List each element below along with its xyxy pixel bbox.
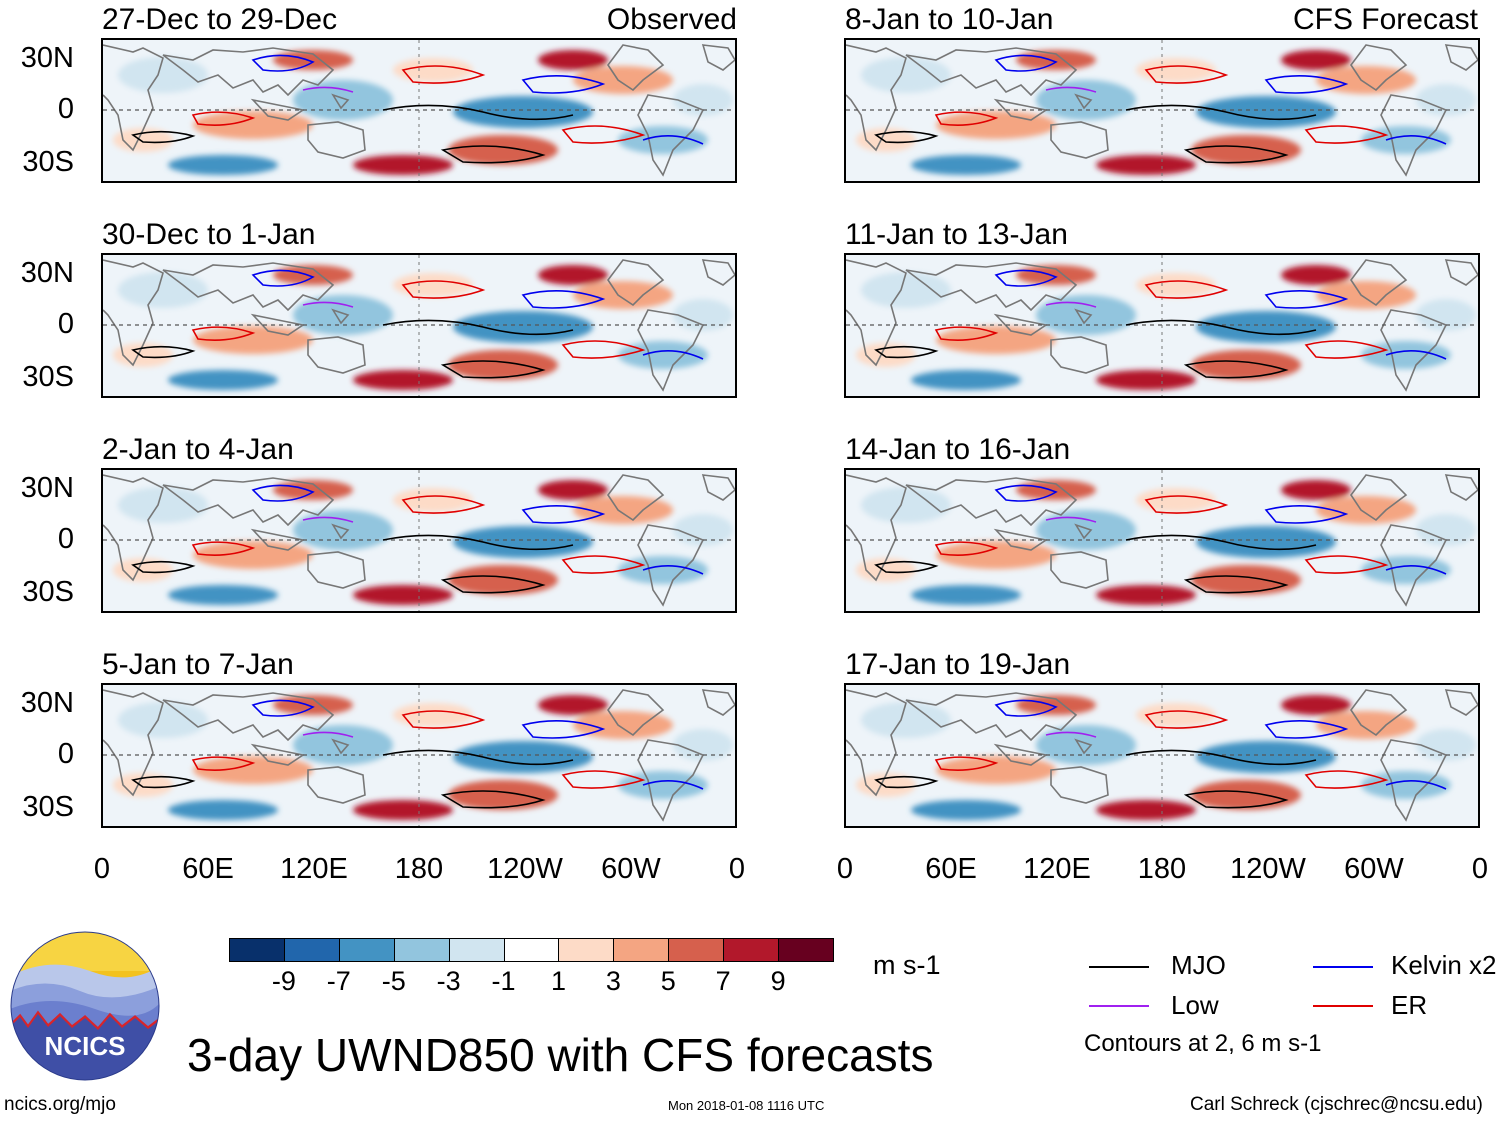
colorbar-swatch bbox=[613, 938, 670, 962]
colorbar-swatch bbox=[283, 938, 340, 962]
contour-note: Contours at 2, 6 m s-1 bbox=[1084, 1030, 1322, 1057]
panel-title-fc-4: 17-Jan to 19-Jan bbox=[845, 648, 1071, 681]
colorbar-swatch bbox=[229, 938, 285, 962]
legend-line-kelvin bbox=[1313, 966, 1373, 968]
colorbar-swatch bbox=[778, 938, 834, 962]
lat-label-eq: 0 bbox=[57, 93, 74, 125]
map-panel-obs-3 bbox=[101, 468, 737, 613]
lon-label-120w: 120W bbox=[1230, 853, 1306, 885]
colorbar-tick-label: -7 bbox=[326, 966, 351, 996]
colorbar-swatch bbox=[668, 938, 725, 962]
lat-label-30s: 30S bbox=[22, 576, 74, 608]
lat-label-30s: 30S bbox=[22, 361, 74, 393]
legend-label-kelvin: Kelvin x2 bbox=[1391, 950, 1497, 980]
colorbar-swatch bbox=[393, 938, 450, 962]
lon-label-0: 0 bbox=[836, 853, 854, 885]
panel-title-obs-4: 5-Jan to 7-Jan bbox=[102, 648, 294, 681]
lon-label-0: 0 bbox=[728, 853, 746, 885]
lat-label-eq: 0 bbox=[57, 738, 74, 770]
lon-label-120e: 120E bbox=[1023, 853, 1091, 885]
colorbar-tick-label: 9 bbox=[770, 966, 786, 996]
colorbar-swatch bbox=[558, 938, 615, 962]
panel-title-fc-3: 14-Jan to 16-Jan bbox=[845, 433, 1071, 466]
logo-text: NCICS bbox=[45, 1031, 126, 1061]
panel-title-obs-2: 30-Dec to 1-Jan bbox=[102, 218, 316, 251]
footer-timestamp: Mon 2018-01-08 1116 UTC bbox=[668, 1098, 825, 1113]
lat-label-30n: 30N bbox=[20, 42, 74, 74]
figure-title: 3-day UWND850 with CFS forecasts bbox=[187, 1029, 934, 1081]
map-panel-obs-4 bbox=[101, 683, 737, 828]
lat-label-eq: 0 bbox=[57, 523, 74, 555]
lon-label-60e: 60E bbox=[925, 853, 977, 885]
lat-label-30s: 30S bbox=[22, 146, 74, 178]
lon-label-180: 180 bbox=[1137, 853, 1187, 885]
map-panel-obs-1 bbox=[101, 38, 737, 183]
lon-label-0: 0 bbox=[1471, 853, 1489, 885]
colorbar-tick-label: -3 bbox=[436, 966, 461, 996]
colorbar-swatch bbox=[448, 938, 505, 962]
lon-label-180: 180 bbox=[394, 853, 444, 885]
lon-label-120w: 120W bbox=[487, 853, 563, 885]
colorbar-swatch bbox=[338, 938, 395, 962]
lat-label-30n: 30N bbox=[20, 687, 74, 719]
legend-line-low bbox=[1089, 1005, 1149, 1007]
lat-label-eq: 0 bbox=[57, 308, 74, 340]
panel-tag-observed: Observed bbox=[606, 3, 737, 36]
colorbar-units: m s-1 bbox=[873, 950, 941, 980]
panel-tag-cfs-forecast: CFS Forecast bbox=[1292, 3, 1478, 36]
legend-label-low: Low bbox=[1171, 990, 1219, 1020]
footer-credit: Carl Schreck (cjschrec@ncsu.edu) bbox=[1190, 1094, 1483, 1115]
panel-title-obs-1: 27-Dec to 29-Dec bbox=[102, 3, 338, 36]
colorbar-tick-label: -9 bbox=[271, 966, 296, 996]
lat-label-30s: 30S bbox=[22, 791, 74, 823]
colorbar-swatch bbox=[503, 938, 560, 962]
colorbar-tick-label: -1 bbox=[491, 966, 516, 996]
colorbar-swatch bbox=[723, 938, 780, 962]
lat-label-30n: 30N bbox=[20, 472, 74, 504]
panel-title-obs-3: 2-Jan to 4-Jan bbox=[102, 433, 294, 466]
colorbar-tick-label: 7 bbox=[715, 966, 731, 996]
panel-title-fc-2: 11-Jan to 13-Jan bbox=[845, 218, 1068, 251]
legend-label-mjo: MJO bbox=[1171, 950, 1226, 980]
map-panel-fc-4 bbox=[844, 683, 1480, 828]
lon-label-60e: 60E bbox=[182, 853, 234, 885]
lon-label-0: 0 bbox=[93, 853, 111, 885]
legend-line-er bbox=[1313, 1005, 1373, 1007]
legend-label-er: ER bbox=[1391, 990, 1428, 1020]
panel-title-fc-1: 8-Jan to 10-Jan bbox=[845, 3, 1054, 36]
lat-label-30n: 30N bbox=[20, 257, 74, 289]
map-panel-fc-2 bbox=[844, 253, 1480, 398]
legend-line-mjo bbox=[1089, 966, 1149, 968]
colorbar-tick-label: -5 bbox=[381, 966, 406, 996]
footer-url[interactable]: ncics.org/mjo bbox=[4, 1094, 116, 1115]
map-panel-fc-3 bbox=[844, 468, 1480, 613]
colorbar-tick-label: 1 bbox=[550, 966, 566, 996]
lon-label-60w: 60W bbox=[1344, 853, 1404, 885]
map-panel-obs-2 bbox=[101, 253, 737, 398]
lon-label-60w: 60W bbox=[601, 853, 661, 885]
lon-label-120e: 120E bbox=[280, 853, 348, 885]
ncics-logo: NCICS bbox=[10, 931, 160, 1081]
map-panel-fc-1 bbox=[844, 38, 1480, 183]
colorbar-tick-label: 3 bbox=[605, 966, 621, 996]
colorbar-tick-label: 5 bbox=[660, 966, 676, 996]
